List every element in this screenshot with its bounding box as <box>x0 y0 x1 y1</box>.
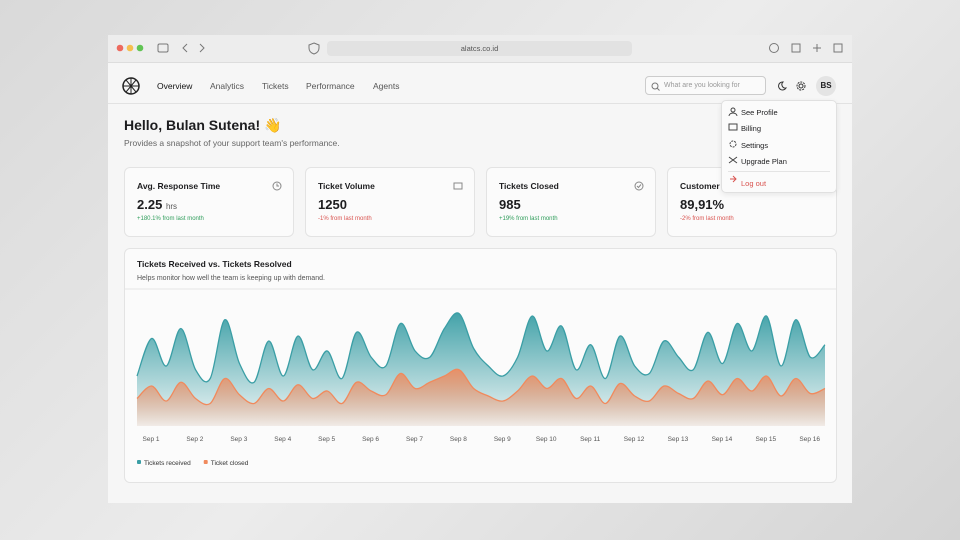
url-bar[interactable]: alatcs.co.id <box>327 41 632 56</box>
chart-subtitle: Helps monitor how well the team is keepi… <box>137 275 325 282</box>
menu-item[interactable]: Settings <box>741 141 769 150</box>
card-title: Avg. Response Time <box>137 181 221 191</box>
browser-window: alatcs.co.id Overview Analytics Tickets … <box>108 35 852 503</box>
line <box>136 312 826 384</box>
card-change: +180.1% from last month <box>137 216 204 222</box>
legend-swatch <box>137 460 141 464</box>
greeting: Hello, Bulan Sutena! 👋 <box>124 117 282 133</box>
menu-icons <box>728 107 738 183</box>
card-value: 2.25 hrs <box>137 197 177 212</box>
x-tick-label: Sep 7 <box>406 436 423 443</box>
x-tick-label: Sep 3 <box>230 436 247 443</box>
icon <box>272 181 282 191</box>
greeting-subtitle: Provides a snapshot of your support team… <box>124 138 340 148</box>
icon <box>453 182 463 190</box>
menu-item[interactable]: Upgrade Plan <box>741 157 787 166</box>
x-tick-label: Sep 11 <box>580 436 601 443</box>
card-value: 985 <box>499 197 521 212</box>
stat-card: Tickets Closed 985 +19% from last month <box>486 167 656 237</box>
menu-item[interactable]: Billing <box>741 124 762 133</box>
header-icons[interactable] <box>774 79 814 93</box>
legend-swatch <box>203 460 208 464</box>
legend-label: Ticket closed <box>211 460 249 467</box>
nav-link[interactable]: Overview <box>157 81 193 91</box>
divider <box>108 103 852 104</box>
area <box>137 369 825 426</box>
unit: hrs <box>165 202 178 211</box>
legend-label: Tickets received <box>144 460 191 467</box>
chart-title: Tickets Received vs. Tickets Resolved <box>137 259 292 269</box>
x-tick-label: Sep 6 <box>362 436 379 443</box>
x-tick-label: Sep 16 <box>799 436 820 443</box>
menu-divider <box>728 171 830 172</box>
nav-link[interactable]: Performance <box>306 81 355 91</box>
card-value: 89,91% <box>680 197 725 212</box>
card-title: Ticket Volume <box>318 181 375 191</box>
nav-link[interactable]: Analytics <box>210 81 245 91</box>
card-change: -1% from last month <box>318 216 372 222</box>
card-change: -2% from last month <box>680 216 734 222</box>
card-change: +19% from last month <box>499 216 558 222</box>
toolbar-icons <box>116 42 843 55</box>
toolbar: alatcs.co.id <box>108 35 852 63</box>
logout[interactable]: Log out <box>741 179 767 188</box>
x-tick-label: Sep 2 <box>186 436 203 443</box>
chart: Tickets Received vs. Tickets Resolved He… <box>125 259 836 467</box>
x-tick-label: Sep 9 <box>494 436 511 443</box>
x-tick-label: Sep 13 <box>668 436 689 443</box>
nav-link[interactable]: Tickets <box>262 81 289 91</box>
x-tick-label: Sep 12 <box>624 436 645 443</box>
x-tick-label: Sep 5 <box>318 436 335 443</box>
dropdown-menu: See Profile Billing Settings Upgrade Pla… <box>721 100 837 193</box>
line <box>136 368 826 406</box>
menu-item[interactable]: See Profile <box>741 108 778 117</box>
x-tick-label: Sep 1 <box>143 436 160 443</box>
card-value: 1250 <box>318 197 347 212</box>
card-title: Tickets Closed <box>499 181 559 191</box>
avatar[interactable]: BS <box>816 76 836 96</box>
x-tick-label: Sep 14 <box>712 436 733 443</box>
search-icon <box>651 82 660 91</box>
url: alatcs.co.id <box>460 44 499 53</box>
value: 2.25 <box>137 197 163 212</box>
stat-card: Avg. Response Time 2.25 hrs +180.1% from… <box>124 167 294 237</box>
x-tick-label: Sep 15 <box>756 436 777 443</box>
icon <box>634 181 644 191</box>
logo <box>122 77 140 95</box>
nav-link[interactable]: Agents <box>373 81 400 91</box>
x-tick-label: Sep 8 <box>450 436 467 443</box>
chart-card: Tickets Received vs. Tickets Resolved He… <box>124 248 837 483</box>
search-placeholder: What are you looking for <box>664 82 740 89</box>
x-tick-label: Sep 10 <box>536 436 557 443</box>
search-box[interactable]: What are you looking for <box>645 76 766 95</box>
x-tick-label: Sep 4 <box>274 436 291 443</box>
stat-card: Ticket Volume 1250 -1% from last month <box>305 167 475 237</box>
card-title: Customer S <box>680 181 728 191</box>
